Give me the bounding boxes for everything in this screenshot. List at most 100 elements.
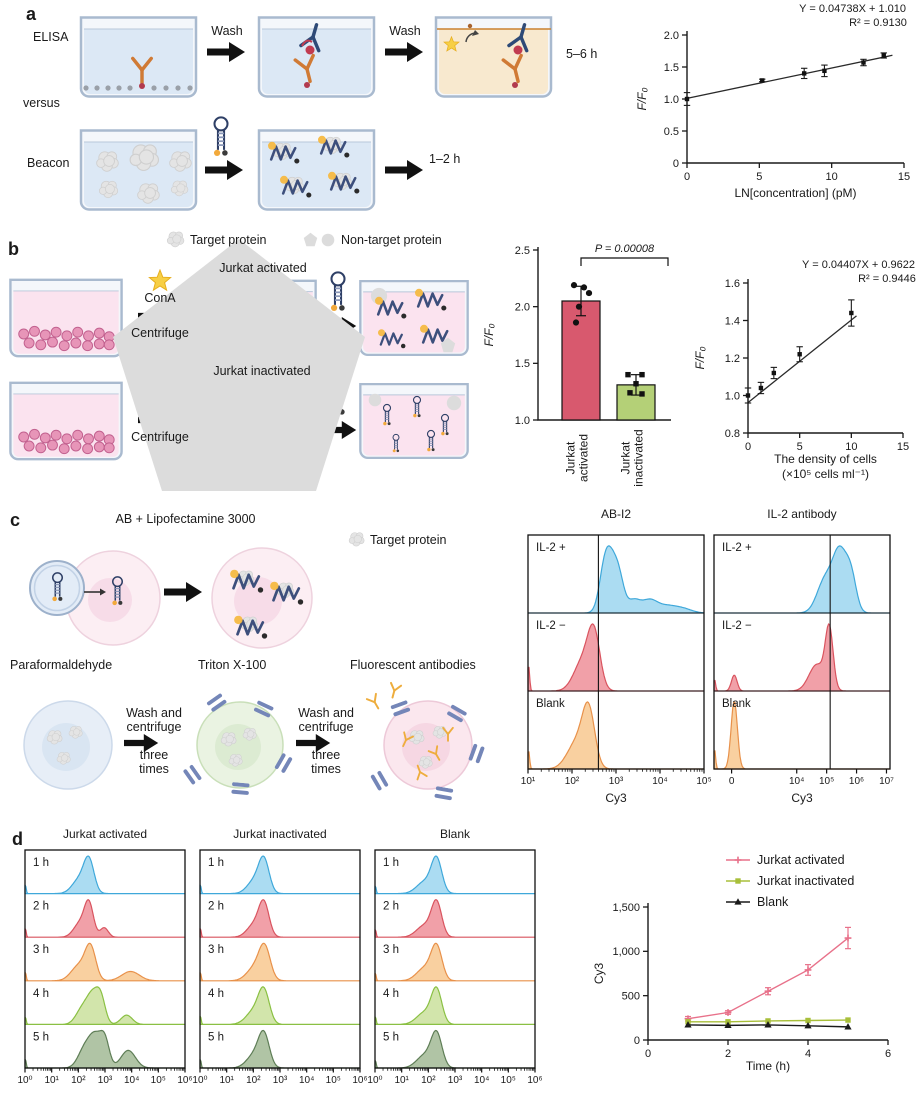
svg-text:10⁰: 10⁰ [367, 1075, 382, 1086]
nucleus-icon [234, 577, 282, 625]
svg-text:AB-I2: AB-I2 [601, 507, 631, 521]
panel-a-schematic [79, 16, 553, 211]
svg-text:Blank: Blank [722, 698, 751, 710]
svg-text:10¹: 10¹ [219, 1075, 234, 1086]
svg-text:1 h: 1 h [208, 857, 224, 869]
cona-star-icon [148, 269, 172, 291]
svg-text:LN[concentration] (pM): LN[concentration] (pM) [734, 186, 856, 200]
svg-text:10⁴: 10⁴ [652, 776, 667, 787]
svg-text:10¹: 10¹ [394, 1075, 409, 1086]
svg-text:10⁶: 10⁶ [177, 1075, 192, 1086]
svg-text:10⁵: 10⁵ [501, 1075, 516, 1086]
arrow-icon [164, 582, 202, 602]
versus-label: versus [23, 96, 60, 110]
arrow-icon [296, 734, 331, 752]
legend-item-inactivated: Jurkat inactivated [725, 870, 854, 891]
svg-text:0: 0 [684, 171, 690, 183]
svg-text:0: 0 [673, 158, 679, 170]
svg-text:1.0: 1.0 [515, 415, 530, 427]
lipofectamine-title: AB + Lipofectamine 3000 [115, 512, 256, 526]
svg-text:IL-2 antibody: IL-2 antibody [767, 507, 836, 521]
panel-c-schematic [23, 532, 485, 801]
arrow-icon [205, 160, 243, 180]
svg-text:F/F₀: F/F₀ [693, 346, 707, 369]
svg-text:10⁵: 10⁵ [696, 776, 711, 787]
svg-text:2: 2 [725, 1048, 731, 1060]
svg-text:1 h: 1 h [33, 857, 49, 869]
nontarget-pentagon-icon [303, 232, 318, 247]
activation-bar-chart: 1.0 1.5 2.0 2.5 P = 0.00008 Jurkat activated Ju… [478, 228, 683, 498]
svg-text:10⁴: 10⁴ [789, 776, 804, 787]
svg-text:4 h: 4 h [383, 988, 399, 1000]
svg-text:10⁵: 10⁵ [151, 1075, 166, 1086]
svg-text:4: 4 [805, 1048, 811, 1060]
svg-text:10⁰: 10⁰ [192, 1075, 207, 1086]
svg-text:10⁶: 10⁶ [527, 1075, 542, 1086]
target-protein-icon [348, 532, 365, 547]
panel-b: b [0, 225, 919, 503]
svg-text:15: 15 [897, 441, 909, 453]
svg-text:The density of cells: The density of cells [774, 452, 877, 466]
svg-text:10: 10 [826, 171, 838, 183]
svg-text:1.0: 1.0 [664, 94, 679, 106]
svg-text:Time (h): Time (h) [746, 1059, 790, 1073]
paraformaldehyde-label: Paraformaldehyde [10, 658, 113, 672]
svg-text:IL-2 +: IL-2 + [722, 542, 752, 554]
svg-text:2 h: 2 h [33, 901, 49, 913]
legend-label-blank: Blank [757, 894, 789, 909]
elisa-time-label: 5–6 h [566, 47, 598, 61]
time-course-histograms: Jurkat activated 1 h 2 h 3 h 4 h 5 h 10⁰ 10¹ 10²… [17, 827, 543, 1092]
svg-text:IL-2 −: IL-2 − [536, 620, 566, 632]
panel-c: c AB + Lipofectamine 3000 Target protein… [0, 500, 919, 822]
nucleus-icon [42, 723, 90, 771]
beacon-label: Beacon [27, 156, 70, 170]
legend-item-activated: Jurkat activated [725, 849, 854, 870]
svg-text:1,500: 1,500 [612, 902, 640, 914]
panel-d-label: d [12, 829, 23, 849]
centrifuge-label-2: Centrifuge [131, 430, 189, 444]
sandwich-assay-icon [293, 20, 328, 88]
svg-text:10²: 10² [71, 1075, 86, 1086]
arrow-icon [124, 734, 159, 752]
three-times-label-2: three times [311, 748, 341, 777]
svg-text:2.5: 2.5 [515, 245, 530, 257]
svg-text:F/F₀: F/F₀ [482, 323, 496, 346]
svg-text:0: 0 [634, 1035, 640, 1047]
elisa-label: ELISA [33, 30, 69, 44]
beacon-time-label: 1–2 h [429, 152, 461, 166]
svg-text:Jurkat: Jurkat [564, 441, 578, 474]
svg-text:10⁶: 10⁶ [352, 1075, 367, 1086]
target-protein-label: Target protein [370, 533, 447, 547]
svg-text:0: 0 [729, 776, 735, 787]
svg-text:2.0: 2.0 [515, 301, 530, 313]
svg-text:R² = 0.9130: R² = 0.9130 [849, 17, 907, 29]
svg-text:10³: 10³ [273, 1075, 288, 1086]
svg-text:IL-2 +: IL-2 + [536, 542, 566, 554]
panel-b-label: b [8, 239, 19, 259]
svg-text:2 h: 2 h [383, 901, 399, 913]
small-arrowhead [100, 588, 106, 596]
svg-text:5 h: 5 h [33, 1031, 49, 1043]
legend-marker-activated [725, 854, 751, 866]
svg-text:0.8: 0.8 [725, 428, 740, 440]
svg-text:5: 5 [756, 171, 762, 183]
svg-text:10⁵: 10⁵ [819, 776, 834, 787]
svg-text:10²: 10² [565, 776, 580, 787]
svg-text:15: 15 [898, 171, 910, 183]
nontarget-protein-label: Non-target protein [341, 233, 442, 247]
panel-d: d Jurkat activated 1 h 2 h 3 h 4 h 5 h 10⁰ 10¹ 1… [0, 825, 919, 1098]
anchor-dot-icon [139, 83, 145, 89]
legend-marker-inactivated [725, 875, 751, 887]
svg-text:Cy3: Cy3 [592, 963, 606, 985]
panel-a-label: a [26, 4, 37, 24]
legend-marker-blank [725, 896, 751, 908]
jurkat-activated-title: Jurkat activated [219, 261, 307, 275]
jurkat-inactivated-title: Jurkat inactivated [213, 364, 311, 378]
svg-text:10: 10 [845, 441, 857, 453]
well-icon [79, 16, 198, 98]
svg-text:3 h: 3 h [33, 944, 49, 956]
svg-text:2 h: 2 h [208, 901, 224, 913]
svg-text:5 h: 5 h [383, 1031, 399, 1043]
cell-density-chart: 0.8 1.0 1.2 1.4 1.6 0 5 10 15 F/F₀ The density of … [688, 228, 917, 506]
